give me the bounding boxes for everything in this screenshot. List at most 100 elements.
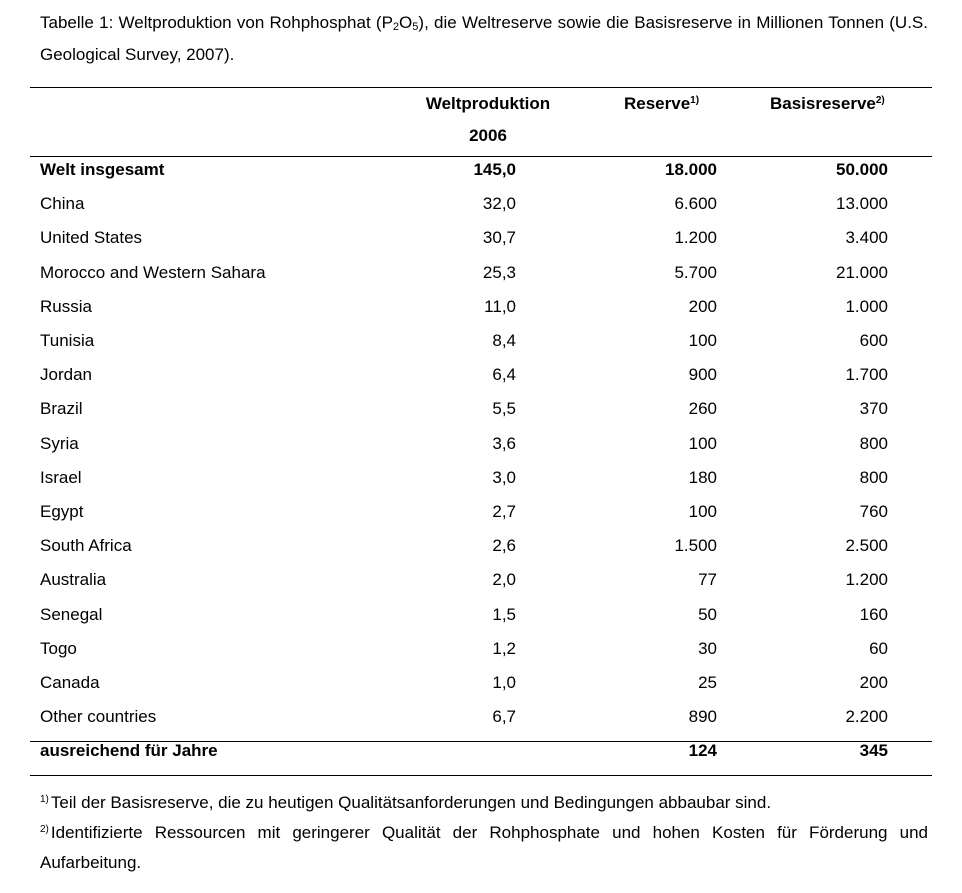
row-pad: [888, 290, 932, 324]
row-name: Israel: [40, 467, 82, 487]
row-reserve: 180: [688, 467, 717, 487]
row-basis: 600: [859, 331, 888, 351]
row-production: 5,5: [492, 399, 516, 419]
row-basis: 160: [859, 604, 888, 624]
row-production: 3,6: [492, 433, 516, 453]
header-reserve: Reserve1): [624, 88, 699, 120]
row-basis: 60: [869, 638, 888, 658]
row-reserve: 100: [688, 501, 717, 521]
table-row: Other countries 6,7 890 2.200: [30, 700, 932, 734]
footnote-1-mark: 1): [40, 794, 49, 805]
row-pad: [888, 427, 932, 461]
row-reserve: 1.200: [674, 228, 717, 248]
row-production: [420, 734, 516, 768]
row-production: 2,0: [492, 570, 516, 590]
table-row: Togo 1,2 30 60: [30, 632, 932, 666]
table-bottom-rule: [30, 775, 932, 776]
row-reserve: 900: [688, 365, 717, 385]
footnote-1-text: Teil der Basisreserve, die zu heutigen Q…: [50, 793, 772, 812]
row-production: 32,0: [482, 194, 516, 214]
row-reserve: 50: [698, 604, 717, 624]
row-name: South Africa: [40, 536, 132, 556]
row-basis: 800: [859, 433, 888, 453]
row-pad: [888, 529, 932, 563]
row-pad: [888, 187, 932, 221]
row-reserve: 1.500: [674, 536, 717, 556]
row-basis: 760: [859, 501, 888, 521]
table-row: United States 30,7 1.200 3.400: [30, 221, 932, 255]
row-name: Tunisia: [40, 331, 95, 351]
caption-oxygen: O: [399, 13, 413, 32]
row-pad: [888, 392, 932, 426]
table-row-years: ausreichend für Jahre 124 345: [30, 734, 932, 768]
header-production-year: 2006: [469, 126, 507, 145]
row-pad: [888, 700, 932, 734]
row-production: 1,2: [492, 638, 516, 658]
row-name: ausreichend für Jahre: [40, 741, 218, 761]
header-production-label: Weltproduktion: [425, 94, 551, 113]
header-basis: Basisreserve2): [770, 88, 885, 120]
row-name: China: [40, 194, 85, 214]
row-name: Senegal: [40, 604, 103, 624]
table-row: Israel 3,0 180 800: [30, 461, 932, 495]
table-row: Australia 2,0 77 1.200: [30, 563, 932, 597]
table-row: Syria 3,6 100 800: [30, 427, 932, 461]
table-row: Canada 1,0 25 200: [30, 666, 932, 700]
footnotes: 1) Teil der Basisreserve, die zu heutigen…: [40, 788, 928, 878]
row-name: Brazil: [40, 399, 83, 419]
phosphate-table: Welt insgesamt 145,0 18.000 50.000 China…: [30, 153, 932, 768]
row-reserve: 5.700: [674, 262, 717, 282]
row-name: Egypt: [40, 501, 84, 521]
row-basis: 13.000: [836, 194, 888, 214]
row-basis: 1.000: [845, 296, 888, 316]
row-reserve: 30: [698, 638, 717, 658]
row-name: Other countries: [40, 707, 157, 727]
row-production: 30,7: [482, 228, 516, 248]
row-production: 1,0: [492, 672, 516, 692]
header-reserve-note: 1): [690, 95, 700, 106]
row-production: 25,3: [482, 262, 516, 282]
row-reserve: 100: [688, 433, 717, 453]
header-reserve-label: Reserve: [624, 94, 691, 113]
row-reserve: 200: [688, 296, 717, 316]
caption-prefix: Tabelle 1: Weltproduktion von Rohphospha…: [40, 13, 393, 32]
row-reserve: 100: [688, 331, 717, 351]
caption-suffix: ), die Weltreserve sowie die Basisreserv…: [40, 13, 928, 64]
table-row: South Africa 2,6 1.500 2.500: [30, 529, 932, 563]
row-pad: [888, 358, 932, 392]
row-reserve: 260: [688, 399, 717, 419]
row-basis: 370: [859, 399, 888, 419]
row-production: 1,5: [492, 604, 516, 624]
row-production: 2,6: [492, 536, 516, 556]
row-reserve: 18.000: [665, 160, 717, 180]
row-pad: [888, 324, 932, 358]
row-basis: 2.500: [845, 536, 888, 556]
row-reserve: 25: [698, 672, 717, 692]
table-row: Jordan 6,4 900 1.700: [30, 358, 932, 392]
header-basis-label: Basisreserve: [770, 94, 876, 113]
row-production: 11,0: [484, 296, 516, 316]
table-rule-before-years: [30, 741, 932, 742]
row-pad: [888, 256, 932, 290]
row-reserve: 890: [688, 707, 717, 727]
table-row: Senegal 1,5 50 160: [30, 597, 932, 631]
table-top-rule: [30, 87, 932, 88]
row-basis: 21.000: [836, 262, 888, 282]
row-basis: 1.200: [845, 570, 888, 590]
row-basis: 345: [859, 741, 888, 761]
table-caption: Tabelle 1: Weltproduktion von Rohphospha…: [40, 8, 928, 70]
table-row: Tunisia 8,4 100 600: [30, 324, 932, 358]
row-name: Russia: [40, 296, 92, 316]
row-pad: [888, 495, 932, 529]
header-basis-note: 2): [875, 95, 885, 106]
row-reserve: 124: [688, 741, 717, 761]
footnote-2: 2) Identifizierte Ressourcen mit geringer…: [40, 818, 928, 878]
row-pad: [888, 734, 932, 768]
row-name: United States: [40, 228, 143, 248]
caption-subscript-5: 5: [412, 21, 419, 33]
row-pad: [888, 153, 932, 187]
row-production: 6,7: [492, 707, 516, 727]
row-production: 3,0: [492, 467, 516, 487]
table-row: Egypt 2,7 100 760: [30, 495, 932, 529]
table-row-total: Welt insgesamt 145,0 18.000 50.000: [30, 153, 932, 187]
